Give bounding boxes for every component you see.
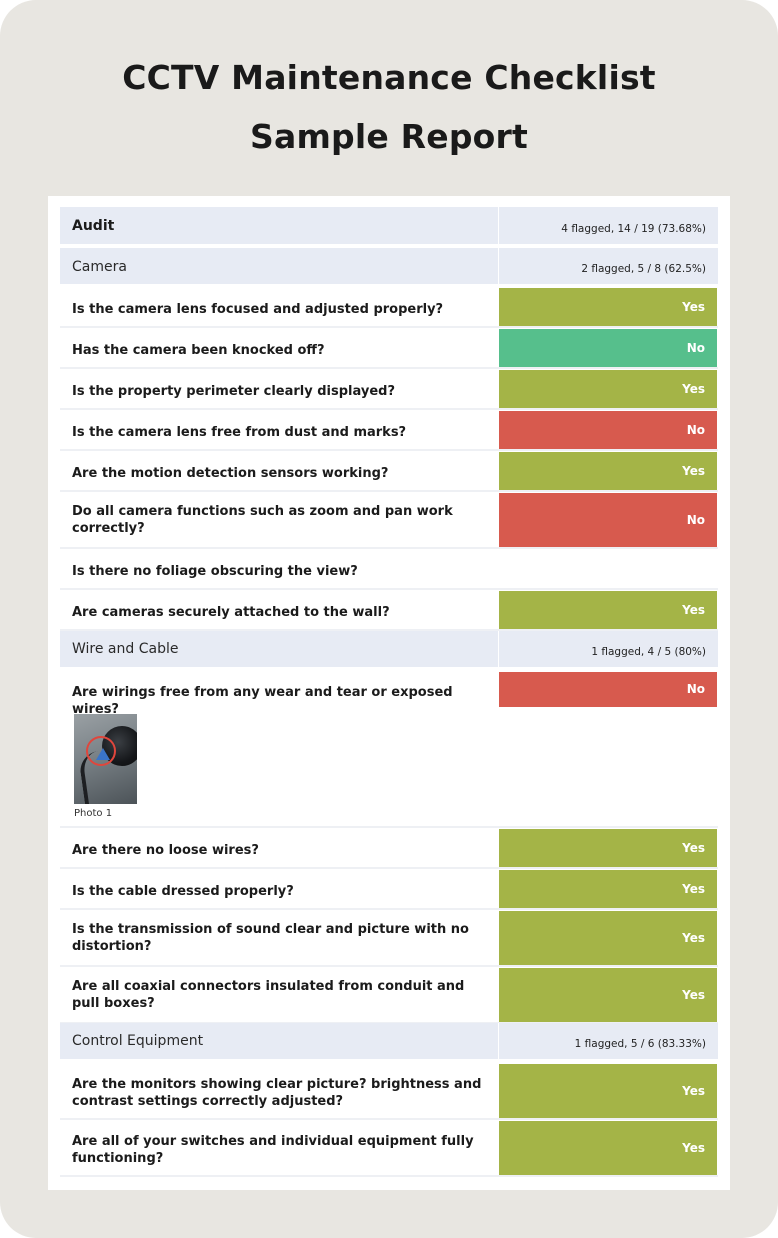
question-row-with-photo: Are wirings free from any wear and tear … <box>60 672 718 828</box>
question-row: Are there no loose wires? Yes <box>60 829 718 869</box>
question-row: Is the transmission of sound clear and p… <box>60 911 718 967</box>
question-text: Are all of your switches and individual … <box>72 1134 474 1166</box>
question-row: Are the motion detection sensors working… <box>60 452 718 492</box>
section-summary: 1 flagged, 4 / 5 (80%) <box>591 646 706 658</box>
report-sheet: Audit 4 flagged, 14 / 19 (73.68%) Camera… <box>48 196 730 1190</box>
question-row: Is the camera lens focused and adjusted … <box>60 288 718 328</box>
question-text: Do all camera functions such as zoom and… <box>72 504 453 536</box>
audit-header-row: Audit 4 flagged, 14 / 19 (73.68%) <box>60 207 718 246</box>
answer-badge: Yes <box>499 591 717 629</box>
question-row: Is the property perimeter clearly displa… <box>60 370 718 410</box>
question-text: Are there no loose wires? <box>72 843 259 858</box>
answer-badge: No <box>499 493 717 547</box>
question-row: Is the cable dressed properly? Yes <box>60 870 718 910</box>
question-text: Are cameras securely attached to the wal… <box>72 605 390 620</box>
answer-badge: Yes <box>499 1121 717 1175</box>
section-summary: 2 flagged, 5 / 8 (62.5%) <box>581 263 706 275</box>
section-camera: Camera 2 flagged, 5 / 8 (62.5%) <box>60 248 718 286</box>
answer-badge: No <box>499 329 717 367</box>
question-text: Are all coaxial connectors insulated fro… <box>72 979 465 1011</box>
answer-badge: Yes <box>499 968 717 1022</box>
column-divider <box>498 248 499 286</box>
cctv-photo[interactable] <box>74 714 137 804</box>
question-text: Is the property perimeter clearly displa… <box>72 384 396 399</box>
answer-badge: Yes <box>499 829 717 867</box>
answer-badge: Yes <box>499 870 717 908</box>
question-row: Has the camera been knocked off? No <box>60 329 718 369</box>
question-row: Are the monitors showing clear picture? … <box>60 1064 718 1120</box>
audit-label: Audit <box>72 218 115 234</box>
question-text: Is there no foliage obscuring the view? <box>72 564 358 579</box>
column-divider <box>498 1023 499 1061</box>
highlight-circle <box>86 736 116 766</box>
question-text: Is the transmission of sound clear and p… <box>72 922 469 954</box>
answer-badge: No <box>499 672 717 707</box>
question-row: Are all of your switches and individual … <box>60 1121 718 1177</box>
answer-badge: Yes <box>499 370 717 408</box>
report-title: CCTV Maintenance Checklist <box>122 58 656 97</box>
section-control-equipment: Control Equipment 1 flagged, 5 / 6 (83.3… <box>60 1023 718 1061</box>
section-label: Control Equipment <box>72 1033 204 1049</box>
audit-summary: 4 flagged, 14 / 19 (73.68%) <box>561 223 706 235</box>
answer-badge: No <box>499 411 717 449</box>
question-text: Are the motion detection sensors working… <box>72 466 389 481</box>
question-text: Has the camera been knocked off? <box>72 343 325 358</box>
answer-badge: Yes <box>499 1064 717 1118</box>
question-row: Do all camera functions such as zoom and… <box>60 493 718 549</box>
photo-caption: Photo 1 <box>74 808 113 819</box>
column-divider <box>498 207 499 246</box>
question-row: Is the camera lens free from dust and ma… <box>60 411 718 451</box>
section-label: Camera <box>72 259 127 275</box>
question-text: Are the monitors showing clear picture? … <box>72 1077 482 1109</box>
section-summary: 1 flagged, 5 / 6 (83.33%) <box>574 1038 706 1050</box>
answer-badge: Yes <box>499 452 717 490</box>
section-label: Wire and Cable <box>72 641 179 657</box>
question-text: Is the camera lens focused and adjusted … <box>72 302 444 317</box>
section-wire-and-cable: Wire and Cable 1 flagged, 4 / 5 (80%) <box>60 631 718 669</box>
question-text: Are wirings free from any wear and tear … <box>72 685 453 717</box>
answer-badge: Yes <box>499 911 717 965</box>
answer-badge: Yes <box>499 288 717 326</box>
question-text: Is the camera lens free from dust and ma… <box>72 425 407 440</box>
column-divider <box>498 631 499 669</box>
question-row: Are all coaxial connectors insulated fro… <box>60 968 718 1024</box>
question-row: Are cameras securely attached to the wal… <box>60 591 718 631</box>
question-text: Is the cable dressed properly? <box>72 884 294 899</box>
question-row: Is there no foliage obscuring the view? <box>60 550 718 590</box>
report-subtitle: Sample Report <box>250 117 528 156</box>
